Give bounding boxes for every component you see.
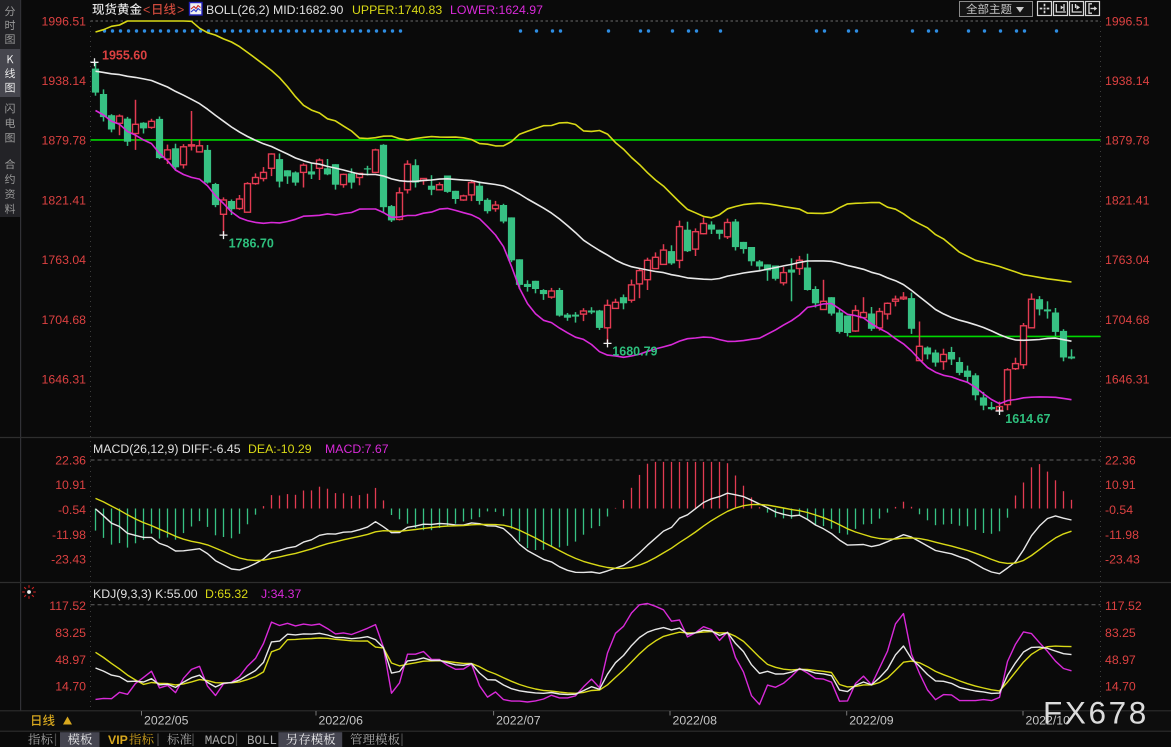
svg-text:-0.54: -0.54 xyxy=(1105,503,1133,517)
svg-text:MACD: MACD xyxy=(205,734,235,747)
svg-text:117.52: 117.52 xyxy=(1105,599,1142,613)
svg-text:14.70: 14.70 xyxy=(55,680,86,694)
svg-text:BOLL: BOLL xyxy=(247,734,277,747)
svg-text:22.36: 22.36 xyxy=(1105,453,1136,467)
svg-text:1821.41: 1821.41 xyxy=(1105,193,1150,207)
svg-text:<: < xyxy=(143,3,150,17)
svg-text:1879.78: 1879.78 xyxy=(1105,134,1150,148)
svg-text:83.25: 83.25 xyxy=(55,626,86,640)
svg-text:-11.98: -11.98 xyxy=(1105,528,1139,542)
svg-text:1996.51: 1996.51 xyxy=(1105,14,1150,28)
svg-text:1704.68: 1704.68 xyxy=(42,313,87,327)
svg-text:2022/05: 2022/05 xyxy=(144,714,189,728)
svg-text:2022/07: 2022/07 xyxy=(496,714,541,728)
svg-text:10.91: 10.91 xyxy=(55,478,86,492)
svg-text:1938.14: 1938.14 xyxy=(1105,74,1150,88)
svg-text:-23.43: -23.43 xyxy=(1105,553,1140,567)
svg-text:1763.04: 1763.04 xyxy=(1105,253,1150,267)
svg-text:>: > xyxy=(177,3,184,17)
svg-text:VIP: VIP xyxy=(108,733,128,747)
svg-text:BOLL(26,2) MID:1682.90: BOLL(26,2) MID:1682.90 xyxy=(206,3,344,17)
svg-text:MACD(26,12,9) DIFF:-6.45: MACD(26,12,9) DIFF:-6.45 xyxy=(93,442,241,456)
svg-text:1680.79: 1680.79 xyxy=(612,345,657,359)
svg-text:1938.14: 1938.14 xyxy=(42,74,87,88)
svg-text:10.91: 10.91 xyxy=(1105,478,1136,492)
svg-text:MACD:7.67: MACD:7.67 xyxy=(325,442,389,456)
svg-text:1821.41: 1821.41 xyxy=(42,193,87,207)
svg-text:-23.43: -23.43 xyxy=(51,553,86,567)
svg-text:KDJ(9,3,3) K:55.00: KDJ(9,3,3) K:55.00 xyxy=(93,587,198,601)
svg-text:22.36: 22.36 xyxy=(55,453,86,467)
svg-text:UPPER:1740.83: UPPER:1740.83 xyxy=(352,3,442,17)
svg-text:14.70: 14.70 xyxy=(1105,680,1136,694)
svg-text:2022/06: 2022/06 xyxy=(319,714,364,728)
svg-text:1786.70: 1786.70 xyxy=(229,237,274,251)
svg-text:1879.78: 1879.78 xyxy=(42,134,87,148)
svg-text:2022/10: 2022/10 xyxy=(1026,714,1071,728)
svg-text:2022/08: 2022/08 xyxy=(673,714,718,728)
svg-text:48.97: 48.97 xyxy=(55,653,86,667)
svg-text:2022/09: 2022/09 xyxy=(849,714,894,728)
svg-text:D:65.32: D:65.32 xyxy=(205,587,248,601)
svg-text:1996.51: 1996.51 xyxy=(42,14,87,28)
svg-text:-11.98: -11.98 xyxy=(52,528,86,542)
svg-text:1646.31: 1646.31 xyxy=(1105,373,1150,387)
svg-text:-0.54: -0.54 xyxy=(58,503,86,517)
svg-text:1763.04: 1763.04 xyxy=(42,253,87,267)
svg-text:1646.31: 1646.31 xyxy=(42,373,87,387)
svg-text:1704.68: 1704.68 xyxy=(1105,313,1150,327)
svg-text:1955.60: 1955.60 xyxy=(102,49,147,63)
svg-text:83.25: 83.25 xyxy=(1105,626,1136,640)
svg-text:LOWER:1624.97: LOWER:1624.97 xyxy=(450,3,543,17)
svg-text:1614.67: 1614.67 xyxy=(1005,412,1050,426)
svg-text:J:34.37: J:34.37 xyxy=(261,587,301,601)
svg-text:117.52: 117.52 xyxy=(49,599,86,613)
svg-text:DEA:-10.29: DEA:-10.29 xyxy=(248,442,312,456)
svg-text:FX678: FX678 xyxy=(1043,695,1149,731)
svg-text:48.97: 48.97 xyxy=(1105,653,1136,667)
